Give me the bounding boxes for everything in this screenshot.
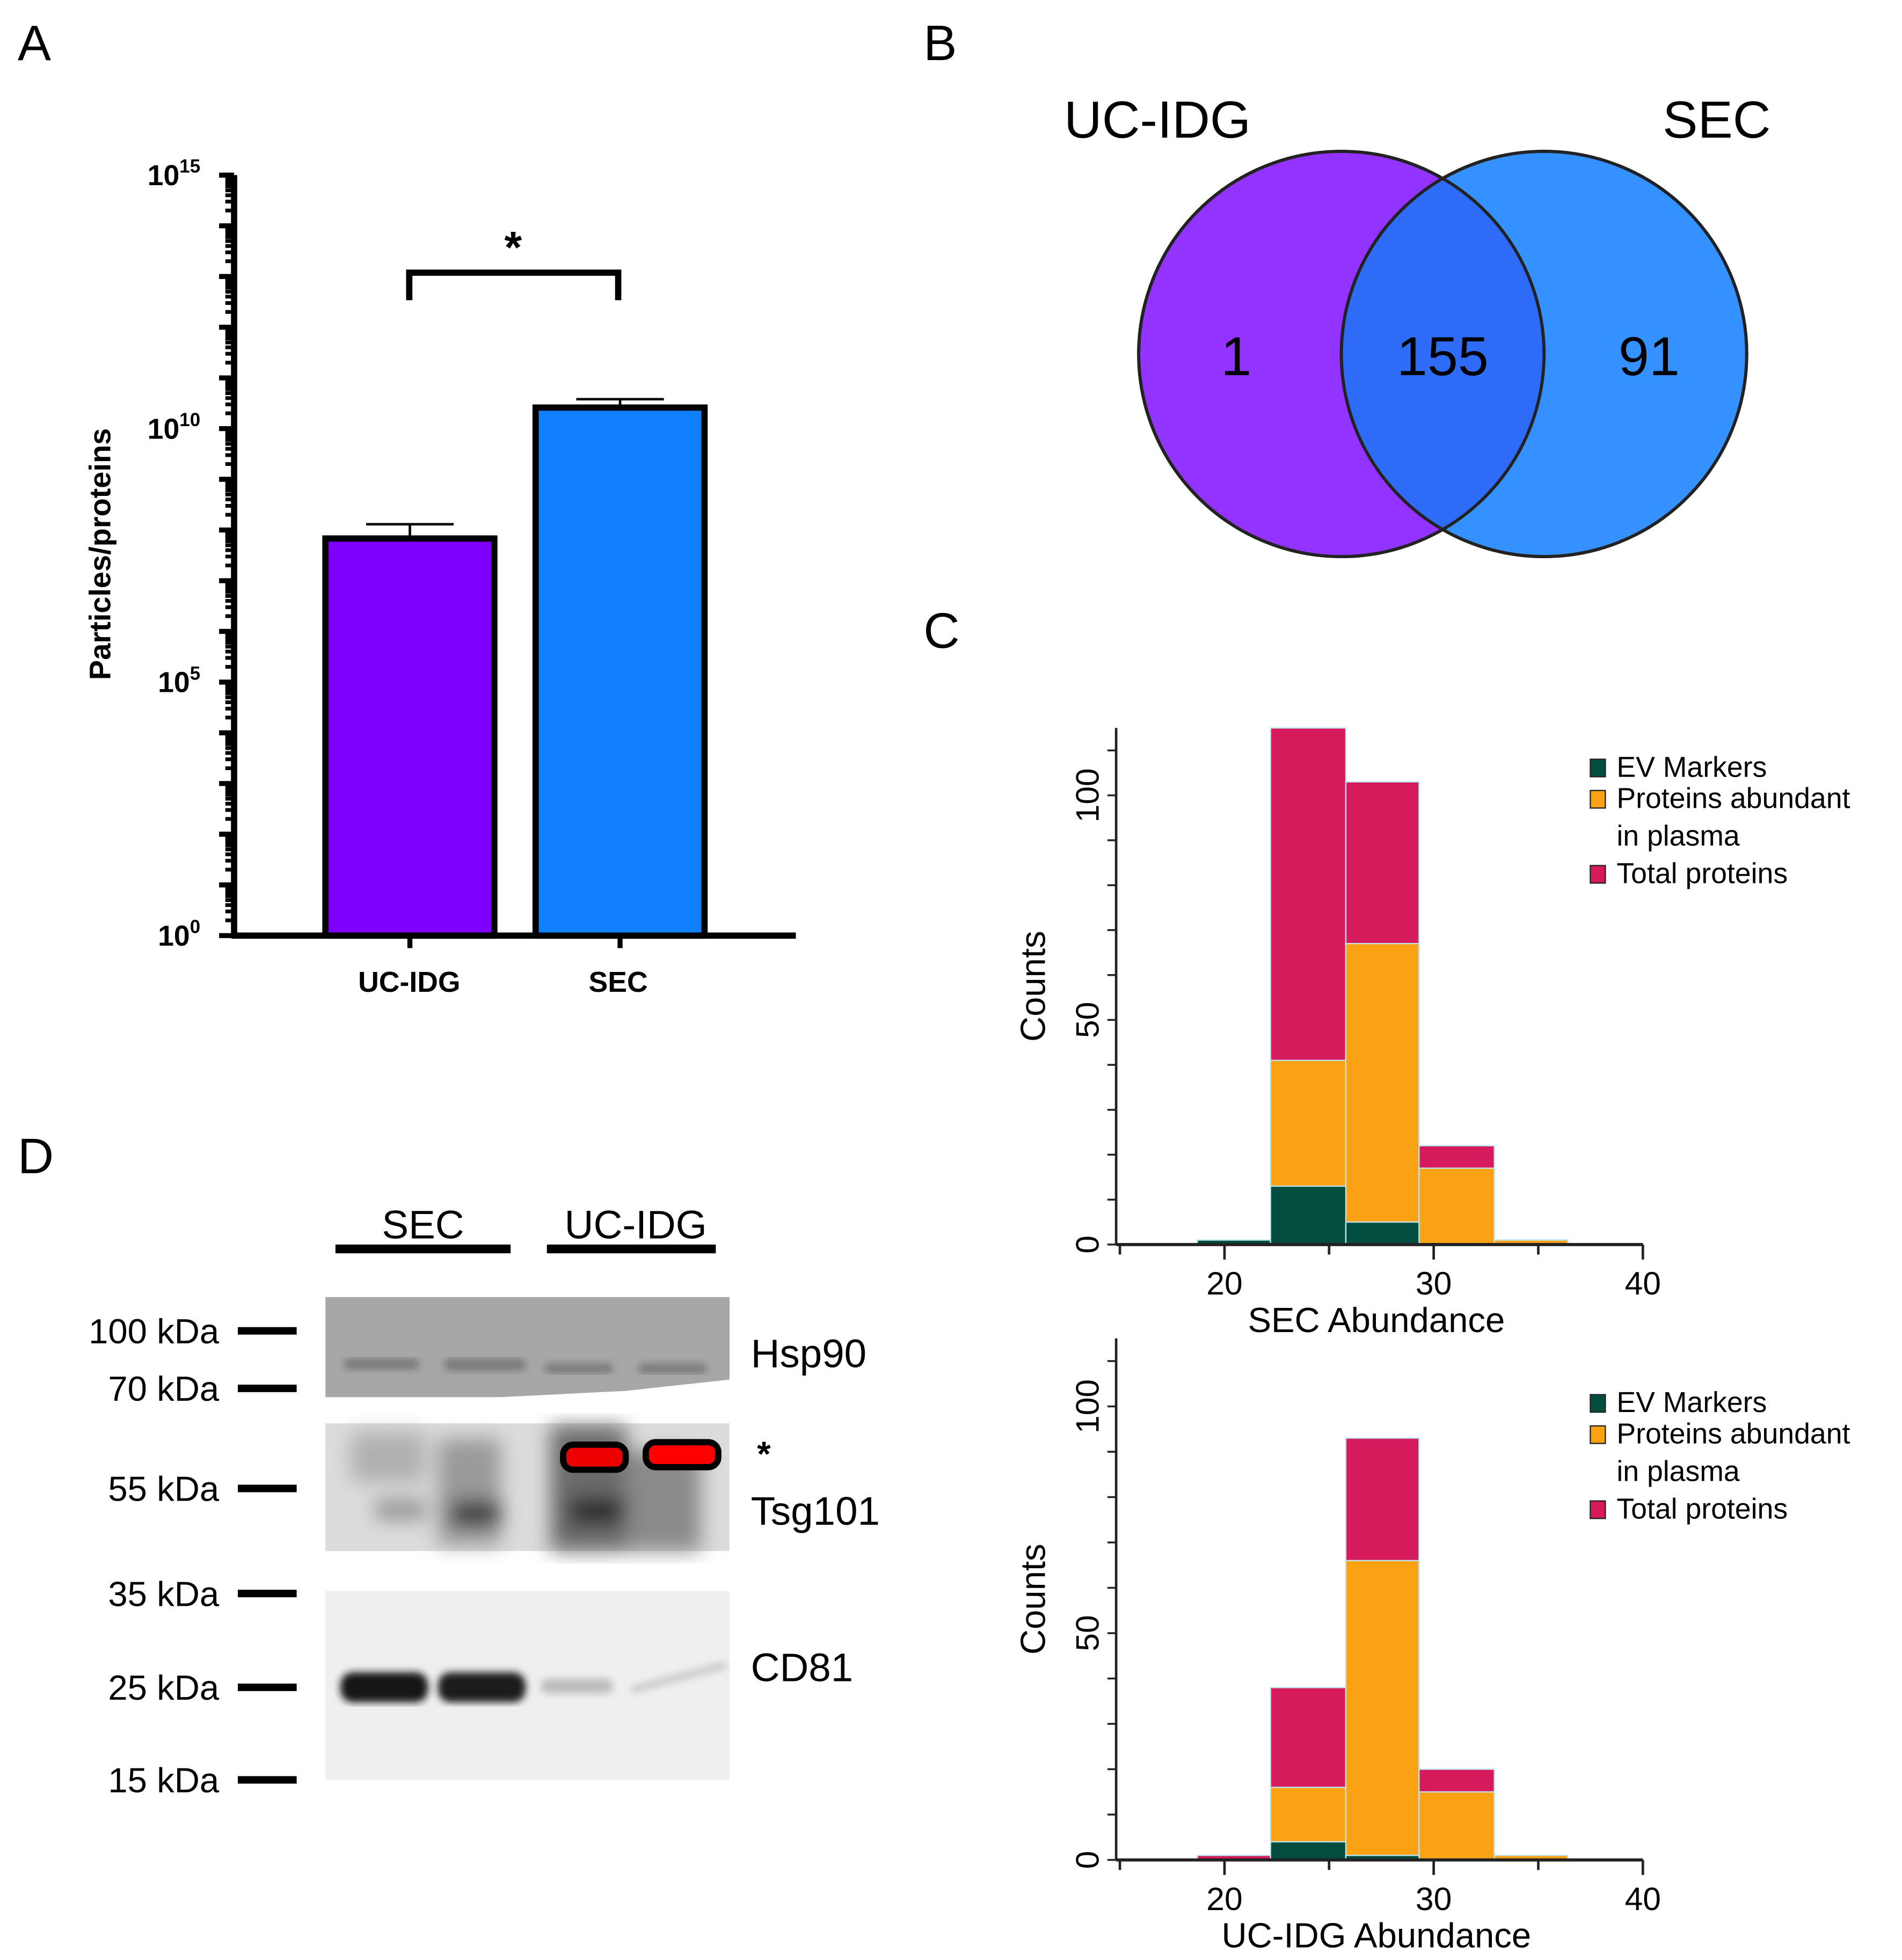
legend-swatch (1590, 789, 1606, 809)
saturated-band (560, 1441, 629, 1473)
y-tick-label: 1010 (148, 409, 200, 445)
x-tick-label: 30 (1416, 1265, 1452, 1301)
x-tick-label: 20 (1206, 1265, 1242, 1301)
legend-swatch (1590, 1500, 1606, 1519)
blot-strip-hsp90 (325, 1297, 730, 1398)
y-tick-exponent: 0 (190, 917, 200, 938)
histogram-bar (1418, 1791, 1495, 1861)
histogram-bar (1270, 1841, 1347, 1861)
histogram-bar (1345, 1221, 1420, 1246)
panel-label-b: B (923, 15, 957, 71)
marker-line (238, 1776, 297, 1784)
venn-set-label-uc-idg: UC-IDG (1064, 90, 1251, 149)
tsg101-asterisk: * (757, 1434, 771, 1473)
y-tick-base: 10 (158, 667, 190, 699)
venn-set-label-sec: SEC (1663, 90, 1770, 149)
marker-ladder: 100 kDa 70 kDa 55 kDa 35 kDa 25 kDa 15 k… (89, 1312, 297, 1800)
legend-swatch (1590, 865, 1606, 884)
y-tick-label: 0 (1069, 1235, 1106, 1254)
marker-line (238, 1384, 297, 1392)
marker-label: 35 kDa (108, 1574, 219, 1613)
y-tick-base: 10 (158, 920, 190, 952)
marker-label: 15 kDa (108, 1761, 219, 1800)
protein-label-tsg101: Tsg101 (751, 1488, 880, 1533)
legend-swatch (1590, 1394, 1606, 1413)
marker-label: 70 kDa (108, 1369, 219, 1408)
histogram-bar (1345, 1560, 1420, 1861)
y-axis-label: Counts (1013, 931, 1052, 1042)
marker-label: 55 kDa (108, 1469, 219, 1509)
y-tick-exponent: 15 (179, 156, 200, 177)
marker-line (238, 1327, 297, 1335)
saturated-band (643, 1439, 722, 1471)
protein-label-cd81: CD81 (751, 1644, 854, 1690)
y-tick-label: 50 (1069, 1002, 1106, 1038)
legend-label: EV Markers (1616, 751, 1767, 783)
legend-label: Proteins abundant (1616, 782, 1850, 815)
panel-label-c: C (923, 603, 959, 659)
y-tick-exponent: 5 (190, 663, 200, 684)
legend-swatch (1590, 758, 1606, 778)
panel-label-d: D (18, 1128, 54, 1184)
bar-sec (532, 404, 708, 939)
marker-label: 25 kDa (108, 1668, 219, 1707)
y-tick-label: 1015 (148, 156, 200, 192)
x-tick-label: 20 (1206, 1881, 1242, 1917)
western-blot: SEC UC-IDG (89, 1202, 880, 1800)
x-axis-label: UC-IDG Abundance (1222, 1916, 1532, 1955)
legend-label: Total proteins (1616, 1493, 1788, 1525)
x-tick-label: 30 (1416, 1881, 1452, 1917)
x-axis-label: SEC Abundance (1248, 1300, 1505, 1340)
bar-uc-idg (322, 535, 498, 939)
y-tick-label: 105 (158, 663, 200, 698)
significance-bracket (406, 269, 622, 301)
x-tick-label: 40 (1625, 1265, 1661, 1301)
marker-line (238, 1683, 297, 1691)
y-tick-label: 50 (1069, 1615, 1106, 1651)
histogram-sec: 0 50 100 20 30 40 SEC Abundance Counts EV Marker… (1013, 727, 1850, 1340)
y-tick-base: 10 (148, 159, 180, 192)
legend-label: EV Markers (1616, 1386, 1767, 1418)
legend-label: Proteins abundant (1616, 1417, 1850, 1450)
histogram-bar (1418, 1167, 1495, 1246)
blot-group-bar-uc-idg (546, 1244, 716, 1254)
blot-group-sec: SEC (382, 1202, 464, 1247)
y-tick-label: 100 (158, 917, 200, 952)
marker-line (238, 1484, 297, 1493)
blot-group-bar-sec (335, 1244, 511, 1254)
marker-label: 100 kDa (89, 1312, 220, 1351)
legend-label: in plasma (1616, 1455, 1740, 1487)
legend-label: Total proteins (1616, 857, 1788, 889)
y-axis-label: Counts (1013, 1544, 1052, 1655)
blot-strip-cd81 (325, 1591, 730, 1780)
venn-count-uc-idg-only: 1 (1221, 325, 1251, 387)
venn-diagram: UC-IDG SEC 1 155 91 (1064, 90, 1770, 559)
blot-strip-tsg101 (325, 1423, 730, 1551)
venn-count-sec-only: 91 (1619, 325, 1680, 387)
legend-swatch (1590, 1425, 1606, 1444)
panel-label-a: A (18, 15, 51, 71)
marker-line (238, 1590, 297, 1598)
y-tick-base: 10 (148, 413, 180, 445)
significance-star: * (504, 222, 522, 272)
legend-label: in plasma (1616, 820, 1740, 852)
y-tick-label: 100 (1069, 1379, 1106, 1434)
y-tick-label: 100 (1069, 768, 1106, 822)
venn-overlap (1341, 151, 1544, 557)
histogram-uc-idg: 0 50 100 20 30 40 UC-IDG Abundance Counts EV Mar… (1013, 1338, 1850, 1955)
y-tick-label: 0 (1069, 1851, 1106, 1869)
histogram-bar (1270, 1185, 1347, 1246)
protein-label-hsp90: Hsp90 (751, 1330, 867, 1376)
y-tick-exponent: 10 (179, 409, 200, 430)
y-axis-label: Particles/proteins (83, 428, 116, 680)
blot-group-uc-idg: UC-IDG (565, 1202, 707, 1247)
venn-count-shared: 155 (1397, 325, 1489, 387)
x-tick-label: 40 (1625, 1881, 1661, 1917)
x-tick-label-sec: SEC (588, 966, 647, 998)
histogram-bar (1345, 942, 1420, 1246)
bar-chart-a: Particles/proteins UC-IDG SEC * 10010510… (83, 156, 796, 998)
x-tick-label-uc-idg: UC-IDG (358, 966, 461, 998)
